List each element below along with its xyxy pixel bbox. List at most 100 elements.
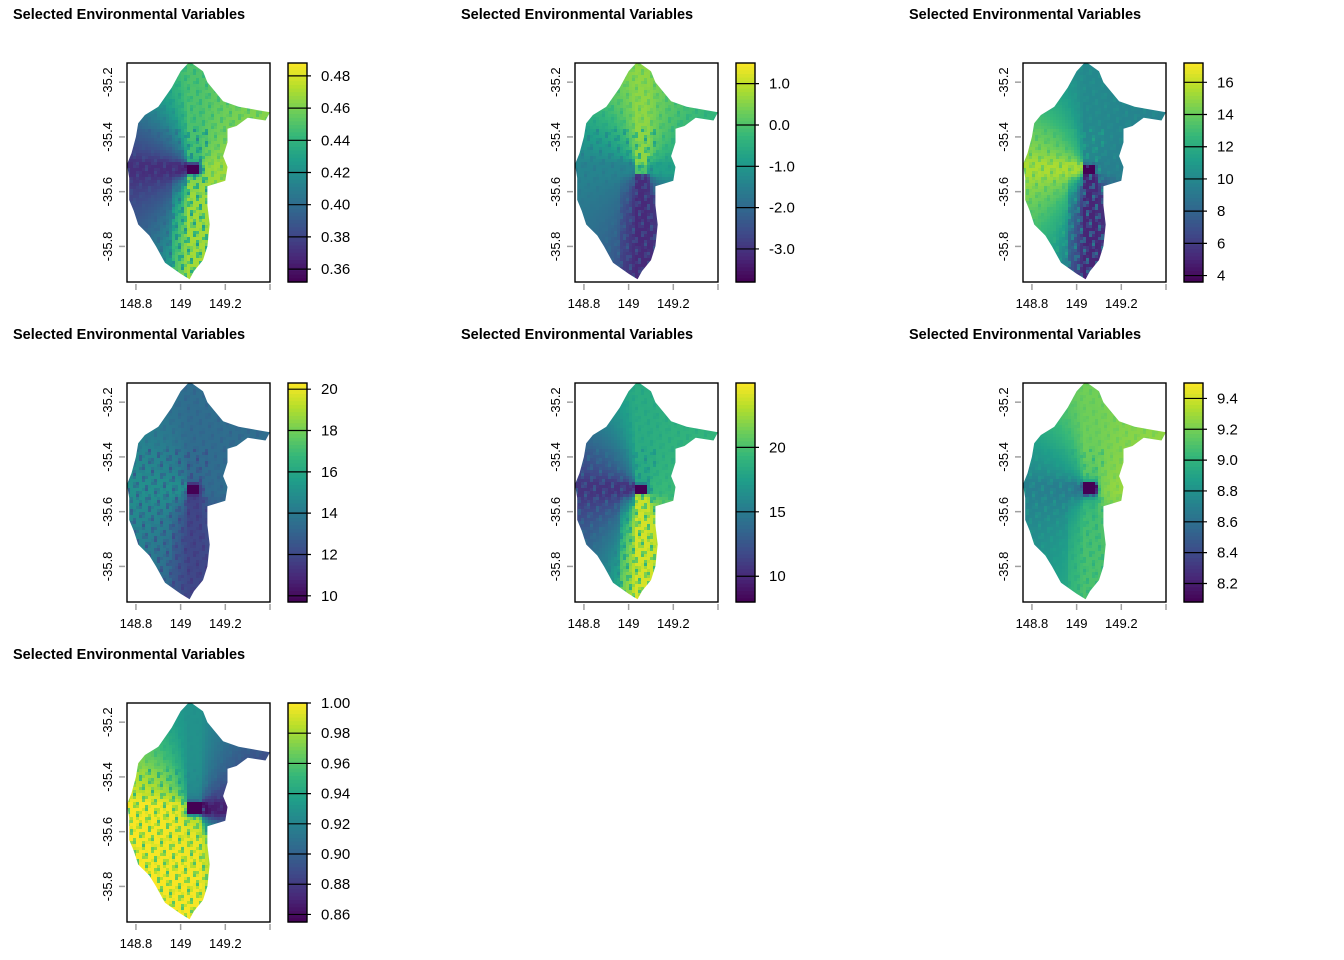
x-tick-label: 149.2 [1105, 296, 1138, 311]
legend-colorbar [1184, 63, 1203, 283]
x-tick-label: 148.8 [120, 616, 153, 631]
y-tick-label: -35.8 [100, 232, 115, 262]
legend-tick-label: 15 [769, 504, 786, 521]
map-panel-2: Selected Environmental Variables 148.8 149… [448, 0, 896, 320]
y-tick-label: -35.2 [996, 67, 1011, 97]
plot-frame [126, 702, 271, 923]
plot-frame [1022, 62, 1167, 283]
raster-layer [1023, 383, 1166, 600]
panel-title: Selected Environmental Variables [909, 327, 1141, 343]
legend-tick-label: 8.2 [1217, 575, 1238, 592]
plot-frame [574, 382, 719, 603]
raster-layer [127, 703, 270, 920]
x-tick-label: 149 [618, 616, 640, 631]
legend-tick-label: 0.94 [321, 786, 350, 803]
y-tick-label: -35.4 [100, 122, 115, 152]
legend-tick-label: 6 [1217, 235, 1225, 252]
legend-tick-label: 0.44 [321, 132, 350, 149]
legend-tick-label: 14 [1217, 107, 1234, 124]
legend-tick-label: 10 [1217, 171, 1234, 188]
map-panel-5: Selected Environmental Variables 148.8 149… [448, 320, 896, 640]
y-tick-label: -35.6 [548, 497, 563, 527]
legend-tick-label: 0.46 [321, 100, 350, 117]
x-tick-label: 148.8 [568, 616, 601, 631]
legend-frame [1183, 62, 1204, 283]
map-plot: 148.8 149 149.2 -35.2 -35.4 -35.6 -35.8 0.48 0.4… [100, 62, 350, 311]
legend-frame [735, 62, 756, 283]
legend-tick-label: 0.40 [321, 197, 350, 214]
x-tick-label: 149 [170, 936, 192, 951]
legend-colorbar [736, 63, 755, 283]
legend-tick-label: -2.0 [769, 200, 795, 217]
legend-tick-label: 0.92 [321, 816, 350, 833]
y-tick-label: -35.6 [100, 497, 115, 527]
legend-tick-label: 1.00 [321, 695, 350, 712]
x-tick-label: 149.2 [1105, 616, 1138, 631]
legend-colorbar [1184, 383, 1203, 603]
map-plot: 148.8 149 149.2 -35.2 -35.4 -35.6 -35.8 9.4 9.2 9… [996, 382, 1238, 631]
legend-tick-label: 0.98 [321, 725, 350, 742]
y-tick-label: -35.6 [996, 497, 1011, 527]
panel-title: Selected Environmental Variables [13, 7, 245, 23]
y-tick-label: -35.4 [548, 442, 563, 472]
y-tick-label: -35.8 [548, 232, 563, 262]
panel-title: Selected Environmental Variables [461, 7, 693, 23]
legend-tick-label: 20 [321, 381, 338, 398]
y-tick-label: -35.6 [100, 817, 115, 847]
legend-tick-label: 10 [321, 588, 338, 605]
legend-tick-label: 18 [321, 423, 338, 440]
legend-tick-label: -3.0 [769, 241, 795, 258]
map-plot: 148.8 149 149.2 -35.2 -35.4 -35.6 -35.8 1.0 0.0 -… [548, 62, 795, 311]
panel-title: Selected Environmental Variables [461, 327, 693, 343]
x-tick-label: 149.2 [209, 936, 242, 951]
legend-frame [735, 382, 756, 603]
legend-colorbar [736, 383, 755, 603]
map-panel-3: Selected Environmental Variables 148.8 149… [896, 0, 1344, 320]
legend-tick-label: 0.88 [321, 876, 350, 893]
raster-layer [1023, 63, 1166, 280]
legend-tick-label: 10 [769, 568, 786, 585]
legend-tick-label: 14 [321, 505, 338, 522]
legend-tick-label: 0.90 [321, 846, 350, 863]
x-tick-label: 149.2 [657, 616, 690, 631]
x-tick-label: 149 [170, 616, 192, 631]
x-tick-label: 149 [1066, 296, 1088, 311]
y-tick-label: -35.2 [100, 67, 115, 97]
legend-tick-label: 9.0 [1217, 452, 1238, 469]
legend-tick-label: 16 [321, 464, 338, 481]
legend-frame [287, 382, 308, 603]
y-tick-label: -35.6 [996, 177, 1011, 207]
raster-layer [127, 63, 270, 280]
y-tick-label: -35.8 [100, 872, 115, 902]
legend-tick-label: 0.38 [321, 229, 350, 246]
legend-tick-label: 16 [1217, 74, 1234, 91]
x-tick-label: 149.2 [209, 616, 242, 631]
y-tick-label: -35.2 [100, 387, 115, 417]
plot-frame [1022, 382, 1167, 603]
panel-title: Selected Environmental Variables [13, 647, 245, 663]
raster-layer [127, 383, 270, 600]
y-tick-label: -35.6 [548, 177, 563, 207]
panel-title: Selected Environmental Variables [13, 327, 245, 343]
legend-tick-label: 4 [1217, 268, 1225, 285]
plot-frame [126, 62, 271, 283]
legend-tick-label: 0.86 [321, 906, 350, 923]
x-tick-label: 149 [1066, 616, 1088, 631]
legend-tick-label: 8.6 [1217, 514, 1238, 531]
x-tick-label: 148.8 [120, 296, 153, 311]
legend-tick-label: 0.36 [321, 261, 350, 278]
legend-tick-label: -1.0 [769, 158, 795, 175]
legend-tick-label: 9.2 [1217, 421, 1238, 438]
legend-tick-label: 0.96 [321, 755, 350, 772]
legend-frame [1183, 382, 1204, 603]
x-tick-label: 149 [170, 296, 192, 311]
legend-tick-label: 20 [769, 439, 786, 456]
raster-layer [575, 383, 718, 600]
x-tick-label: 148.8 [1016, 616, 1049, 631]
legend-tick-label: 9.4 [1217, 390, 1238, 407]
x-tick-label: 149.2 [657, 296, 690, 311]
legend-tick-label: 0.48 [321, 68, 350, 85]
map-plot: 148.8 149 149.2 -35.2 -35.4 -35.6 -35.8 1.00 0.9… [100, 695, 350, 951]
y-tick-label: -35.2 [548, 67, 563, 97]
x-tick-label: 148.8 [120, 936, 153, 951]
